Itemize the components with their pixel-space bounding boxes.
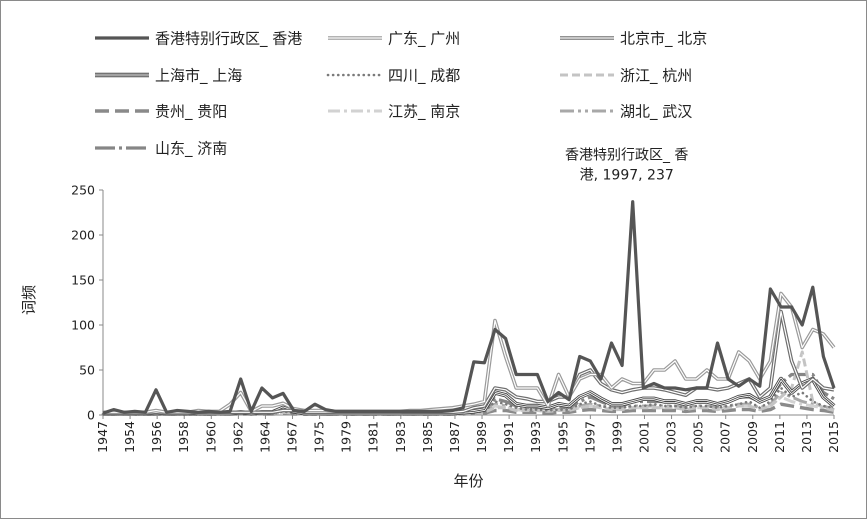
x-tick-label: 1947 [95,421,110,453]
legend-label: 江苏_ 南京 [388,103,460,122]
x-tick-label: 1956 [149,421,164,453]
x-tick-label: 2015 [826,421,841,453]
x-tick-label: 1989 [474,421,489,453]
x-tick-label: 1997 [582,421,597,453]
series-line-1 [102,200,836,415]
y-axis: 0 50 100 150 200 250 [71,183,104,423]
legend-item-4: 上海市_ 上海 [95,67,242,86]
x-tick-label: 1981 [366,421,381,453]
x-tick-label: 1987 [447,421,462,453]
legend-item-6: 浙江_ 杭州 [560,67,692,86]
y-axis-title: 词频 [20,285,38,315]
legend-label: 湖北_ 武汉 [620,103,692,122]
legend-item-9: 湖北_ 武汉 [560,103,692,122]
x-tick-label: 2005 [691,421,706,453]
x-tick-label: 2011 [772,421,787,453]
legend-label: 上海市_ 上海 [155,67,242,86]
annotation-text-line1: 香港特别行政区_ 香 [565,148,688,164]
x-tick-label: 1991 [501,421,516,453]
x-tick-label: 1960 [203,421,218,453]
legend-label: 香港特别行政区_ 香港 [155,30,302,49]
x-tick-label: 1993 [528,421,543,453]
x-tick-label: 1979 [339,421,354,453]
x-tick-label: 1954 [122,421,137,453]
legend-label: 山东_ 济南 [155,140,227,159]
x-axis-title: 年份 [453,472,483,490]
x-tick-label: 1964 [257,421,272,453]
annotation-text-line2: 港, 1997, 237 [580,168,674,184]
x-tick-label: 2001 [636,421,651,453]
legend-label: 四川_ 成都 [388,67,460,86]
series-line-2 [103,291,836,415]
x-tick-label: 2007 [718,421,733,453]
x-tick-label: 2003 [664,421,679,453]
plot-area [101,200,836,416]
x-tick-label: 1985 [420,421,435,453]
x-tick-label: 2009 [745,421,760,453]
legend-item-7: 贵州_ 贵阳 [95,103,227,122]
legend-item-5: 四川_ 成都 [326,67,460,86]
legend-label: 广东_ 广州 [388,30,460,49]
x-tick-label: 1962 [230,421,245,453]
x-axis: 1947 1954 1956 1958 1960 1962 1964 1967 1975 1979… [95,414,841,453]
x-tick-label: 1967 [285,421,300,453]
x-tick-label: 2013 [799,421,814,453]
x-tick-label: 1995 [555,421,570,453]
y-tick-label: 150 [71,273,95,288]
x-tick-label: 1983 [393,421,408,453]
y-tick-label: 100 [71,318,95,333]
y-tick-label: 0 [87,408,95,423]
y-tick-label: 200 [71,228,95,243]
legend-item-2: 广东_ 广州 [328,30,460,49]
legend-item-3: 北京市_ 北京 [560,30,707,49]
x-tick-label: 1958 [176,421,191,453]
x-tick-label: 1975 [312,421,327,453]
annotation: 香港特别行政区_ 香 港, 1997, 237 [565,148,688,184]
legend-label: 贵州_ 贵阳 [155,103,227,122]
y-tick-label: 50 [79,363,95,378]
legend-item-10: 山东_ 济南 [95,140,227,159]
y-tick-label: 250 [71,183,95,198]
legend-label: 北京市_ 北京 [620,30,707,49]
legend-item-1: 香港特别行政区_ 香港 [95,30,302,49]
legend-item-8: 江苏_ 南京 [328,103,460,122]
x-tick-label: 1999 [609,421,624,453]
legend-label: 浙江_ 杭州 [620,67,692,86]
